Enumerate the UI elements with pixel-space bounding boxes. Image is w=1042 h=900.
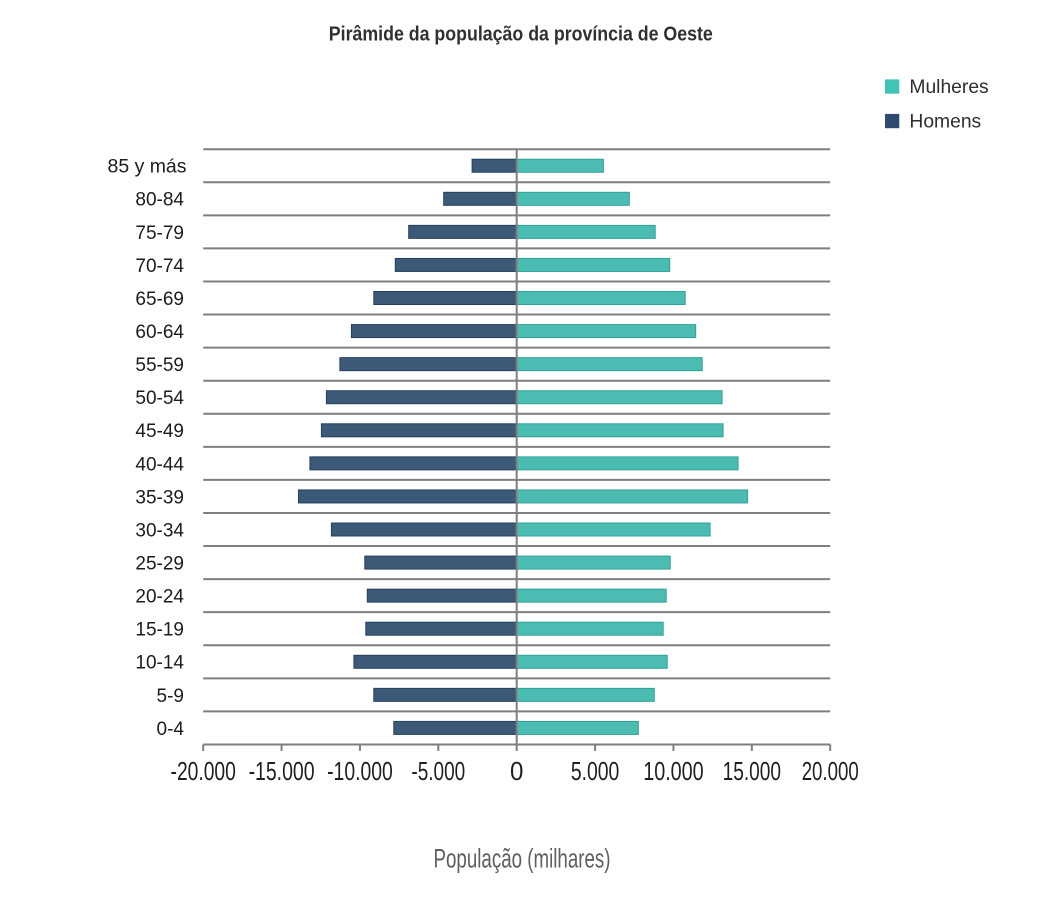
svg-text:15-19: 15-19 [135, 620, 184, 641]
svg-text:30-34: 30-34 [135, 520, 184, 541]
svg-text:80-84: 80-84 [135, 190, 184, 211]
svg-text:40-44: 40-44 [135, 454, 184, 475]
svg-text:10-14: 10-14 [135, 653, 184, 674]
svg-text:55-59: 55-59 [135, 355, 184, 376]
svg-text:0: 0 [510, 758, 523, 786]
svg-text:5.000: 5.000 [571, 758, 620, 786]
svg-text:65-69: 65-69 [135, 289, 184, 310]
svg-text:45-49: 45-49 [135, 421, 184, 442]
svg-text:Mulheres: Mulheres [909, 77, 988, 98]
svg-text:50-54: 50-54 [135, 388, 184, 409]
svg-text:15.000: 15.000 [723, 758, 781, 786]
svg-text:20-24: 20-24 [135, 587, 184, 608]
svg-text:60-64: 60-64 [135, 322, 184, 343]
svg-text:85 y más: 85 y más [108, 157, 187, 178]
svg-text:Pirâmide da população da proví: Pirâmide da população da província de Oe… [329, 24, 713, 46]
svg-text:20.000: 20.000 [802, 758, 859, 786]
svg-text:25-29: 25-29 [135, 553, 184, 574]
svg-text:-15.000: -15.000 [249, 758, 315, 786]
svg-text:Homens: Homens [909, 111, 981, 132]
svg-text:0-4: 0-4 [157, 719, 185, 740]
svg-text:População (milhares): População (milhares) [434, 844, 611, 874]
svg-text:35-39: 35-39 [135, 487, 184, 508]
svg-text:-20.000: -20.000 [171, 758, 236, 786]
svg-text:75-79: 75-79 [135, 223, 184, 244]
svg-text:10.000: 10.000 [643, 758, 704, 786]
svg-text:-10.000: -10.000 [327, 758, 393, 786]
svg-text:70-74: 70-74 [135, 256, 184, 277]
svg-text:-5.000: -5.000 [411, 758, 465, 786]
svg-text:5-9: 5-9 [157, 686, 184, 707]
